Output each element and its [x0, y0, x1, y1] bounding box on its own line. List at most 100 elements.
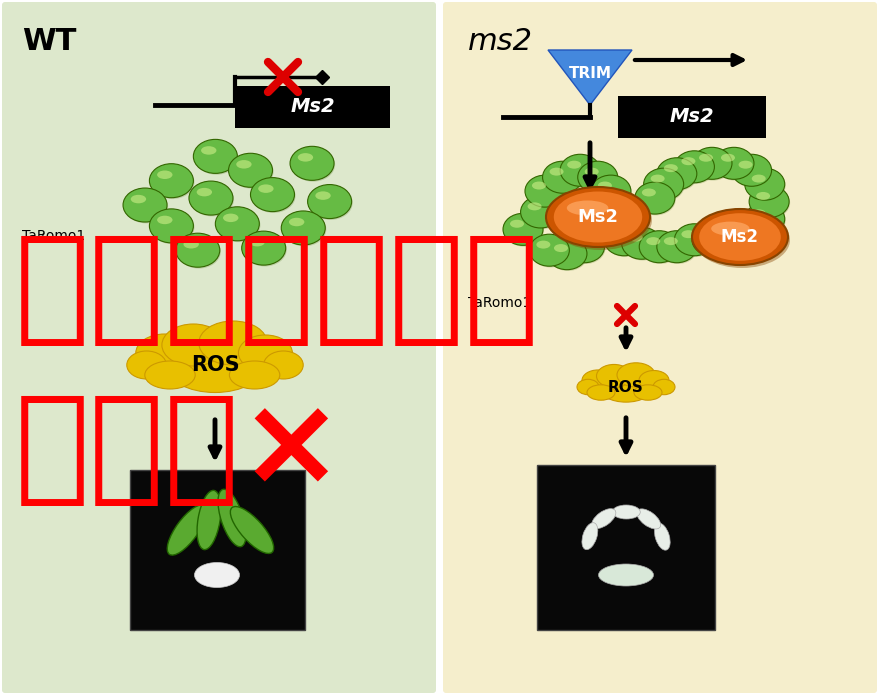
Ellipse shape [598, 564, 652, 586]
Ellipse shape [566, 161, 580, 169]
Ellipse shape [591, 195, 631, 227]
Ellipse shape [520, 196, 560, 228]
Ellipse shape [720, 230, 734, 238]
Ellipse shape [527, 202, 541, 211]
Ellipse shape [590, 175, 630, 207]
Ellipse shape [566, 200, 608, 215]
Text: ROS: ROS [191, 355, 239, 375]
Ellipse shape [720, 154, 734, 162]
Ellipse shape [577, 161, 617, 193]
Ellipse shape [531, 181, 545, 190]
Ellipse shape [184, 240, 198, 249]
Ellipse shape [698, 213, 780, 261]
Ellipse shape [230, 507, 273, 553]
Ellipse shape [731, 218, 772, 250]
Ellipse shape [694, 212, 789, 268]
Ellipse shape [167, 505, 206, 555]
Ellipse shape [714, 149, 754, 181]
Ellipse shape [290, 147, 334, 180]
Ellipse shape [571, 237, 585, 245]
Text: TaRomo1: TaRomo1 [467, 296, 530, 310]
Ellipse shape [714, 225, 754, 257]
Ellipse shape [193, 140, 237, 173]
Ellipse shape [692, 149, 732, 181]
Ellipse shape [691, 224, 731, 256]
Ellipse shape [560, 156, 601, 188]
Ellipse shape [564, 231, 604, 263]
Ellipse shape [751, 209, 765, 218]
Ellipse shape [190, 182, 234, 216]
Ellipse shape [157, 215, 172, 224]
Ellipse shape [543, 163, 583, 195]
Ellipse shape [229, 154, 273, 188]
Ellipse shape [229, 361, 279, 389]
FancyBboxPatch shape [536, 465, 714, 630]
Text: 玩学入门书籍，: 玩学入门书籍， [15, 229, 539, 350]
Ellipse shape [744, 203, 784, 235]
Ellipse shape [731, 156, 772, 188]
Ellipse shape [201, 146, 216, 155]
Ellipse shape [673, 224, 714, 256]
Ellipse shape [755, 192, 769, 200]
Ellipse shape [587, 385, 615, 400]
Ellipse shape [636, 509, 660, 529]
Ellipse shape [663, 237, 677, 245]
Ellipse shape [588, 220, 602, 228]
Ellipse shape [581, 213, 622, 245]
Ellipse shape [730, 217, 771, 249]
Ellipse shape [674, 152, 715, 184]
Ellipse shape [633, 385, 661, 400]
Ellipse shape [730, 154, 771, 186]
Ellipse shape [738, 161, 752, 169]
Ellipse shape [576, 379, 598, 395]
Ellipse shape [749, 187, 789, 219]
Text: Ms2: Ms2 [669, 108, 714, 126]
Ellipse shape [198, 321, 267, 365]
Ellipse shape [744, 168, 784, 200]
Ellipse shape [628, 234, 642, 242]
Ellipse shape [549, 167, 563, 176]
Ellipse shape [258, 184, 273, 193]
Ellipse shape [597, 181, 611, 190]
Ellipse shape [691, 209, 787, 265]
Ellipse shape [581, 523, 597, 550]
Ellipse shape [150, 165, 194, 199]
Ellipse shape [124, 189, 168, 223]
Ellipse shape [509, 220, 523, 228]
Ellipse shape [546, 238, 587, 270]
Ellipse shape [698, 230, 712, 238]
FancyBboxPatch shape [130, 470, 305, 630]
Ellipse shape [536, 240, 550, 249]
Ellipse shape [641, 188, 655, 197]
Ellipse shape [194, 562, 239, 587]
Text: Ms2: Ms2 [577, 208, 618, 226]
Ellipse shape [596, 364, 630, 388]
Ellipse shape [542, 161, 582, 193]
Ellipse shape [598, 372, 652, 402]
Ellipse shape [553, 244, 567, 252]
Ellipse shape [162, 324, 225, 366]
Ellipse shape [691, 147, 731, 179]
Ellipse shape [197, 188, 212, 197]
Ellipse shape [748, 186, 788, 218]
Ellipse shape [638, 231, 679, 263]
Ellipse shape [584, 167, 598, 176]
Ellipse shape [145, 361, 195, 389]
Ellipse shape [635, 183, 675, 215]
Ellipse shape [578, 163, 618, 195]
Ellipse shape [610, 230, 624, 238]
Ellipse shape [559, 154, 600, 186]
Ellipse shape [307, 185, 351, 218]
Ellipse shape [524, 175, 565, 207]
Ellipse shape [529, 234, 569, 266]
Ellipse shape [652, 379, 674, 395]
Ellipse shape [698, 154, 712, 162]
Ellipse shape [521, 197, 561, 229]
Ellipse shape [547, 239, 587, 271]
Ellipse shape [289, 218, 304, 227]
Ellipse shape [657, 232, 697, 264]
Ellipse shape [582, 215, 623, 247]
Ellipse shape [165, 338, 264, 393]
Ellipse shape [241, 231, 285, 265]
Ellipse shape [502, 213, 543, 245]
